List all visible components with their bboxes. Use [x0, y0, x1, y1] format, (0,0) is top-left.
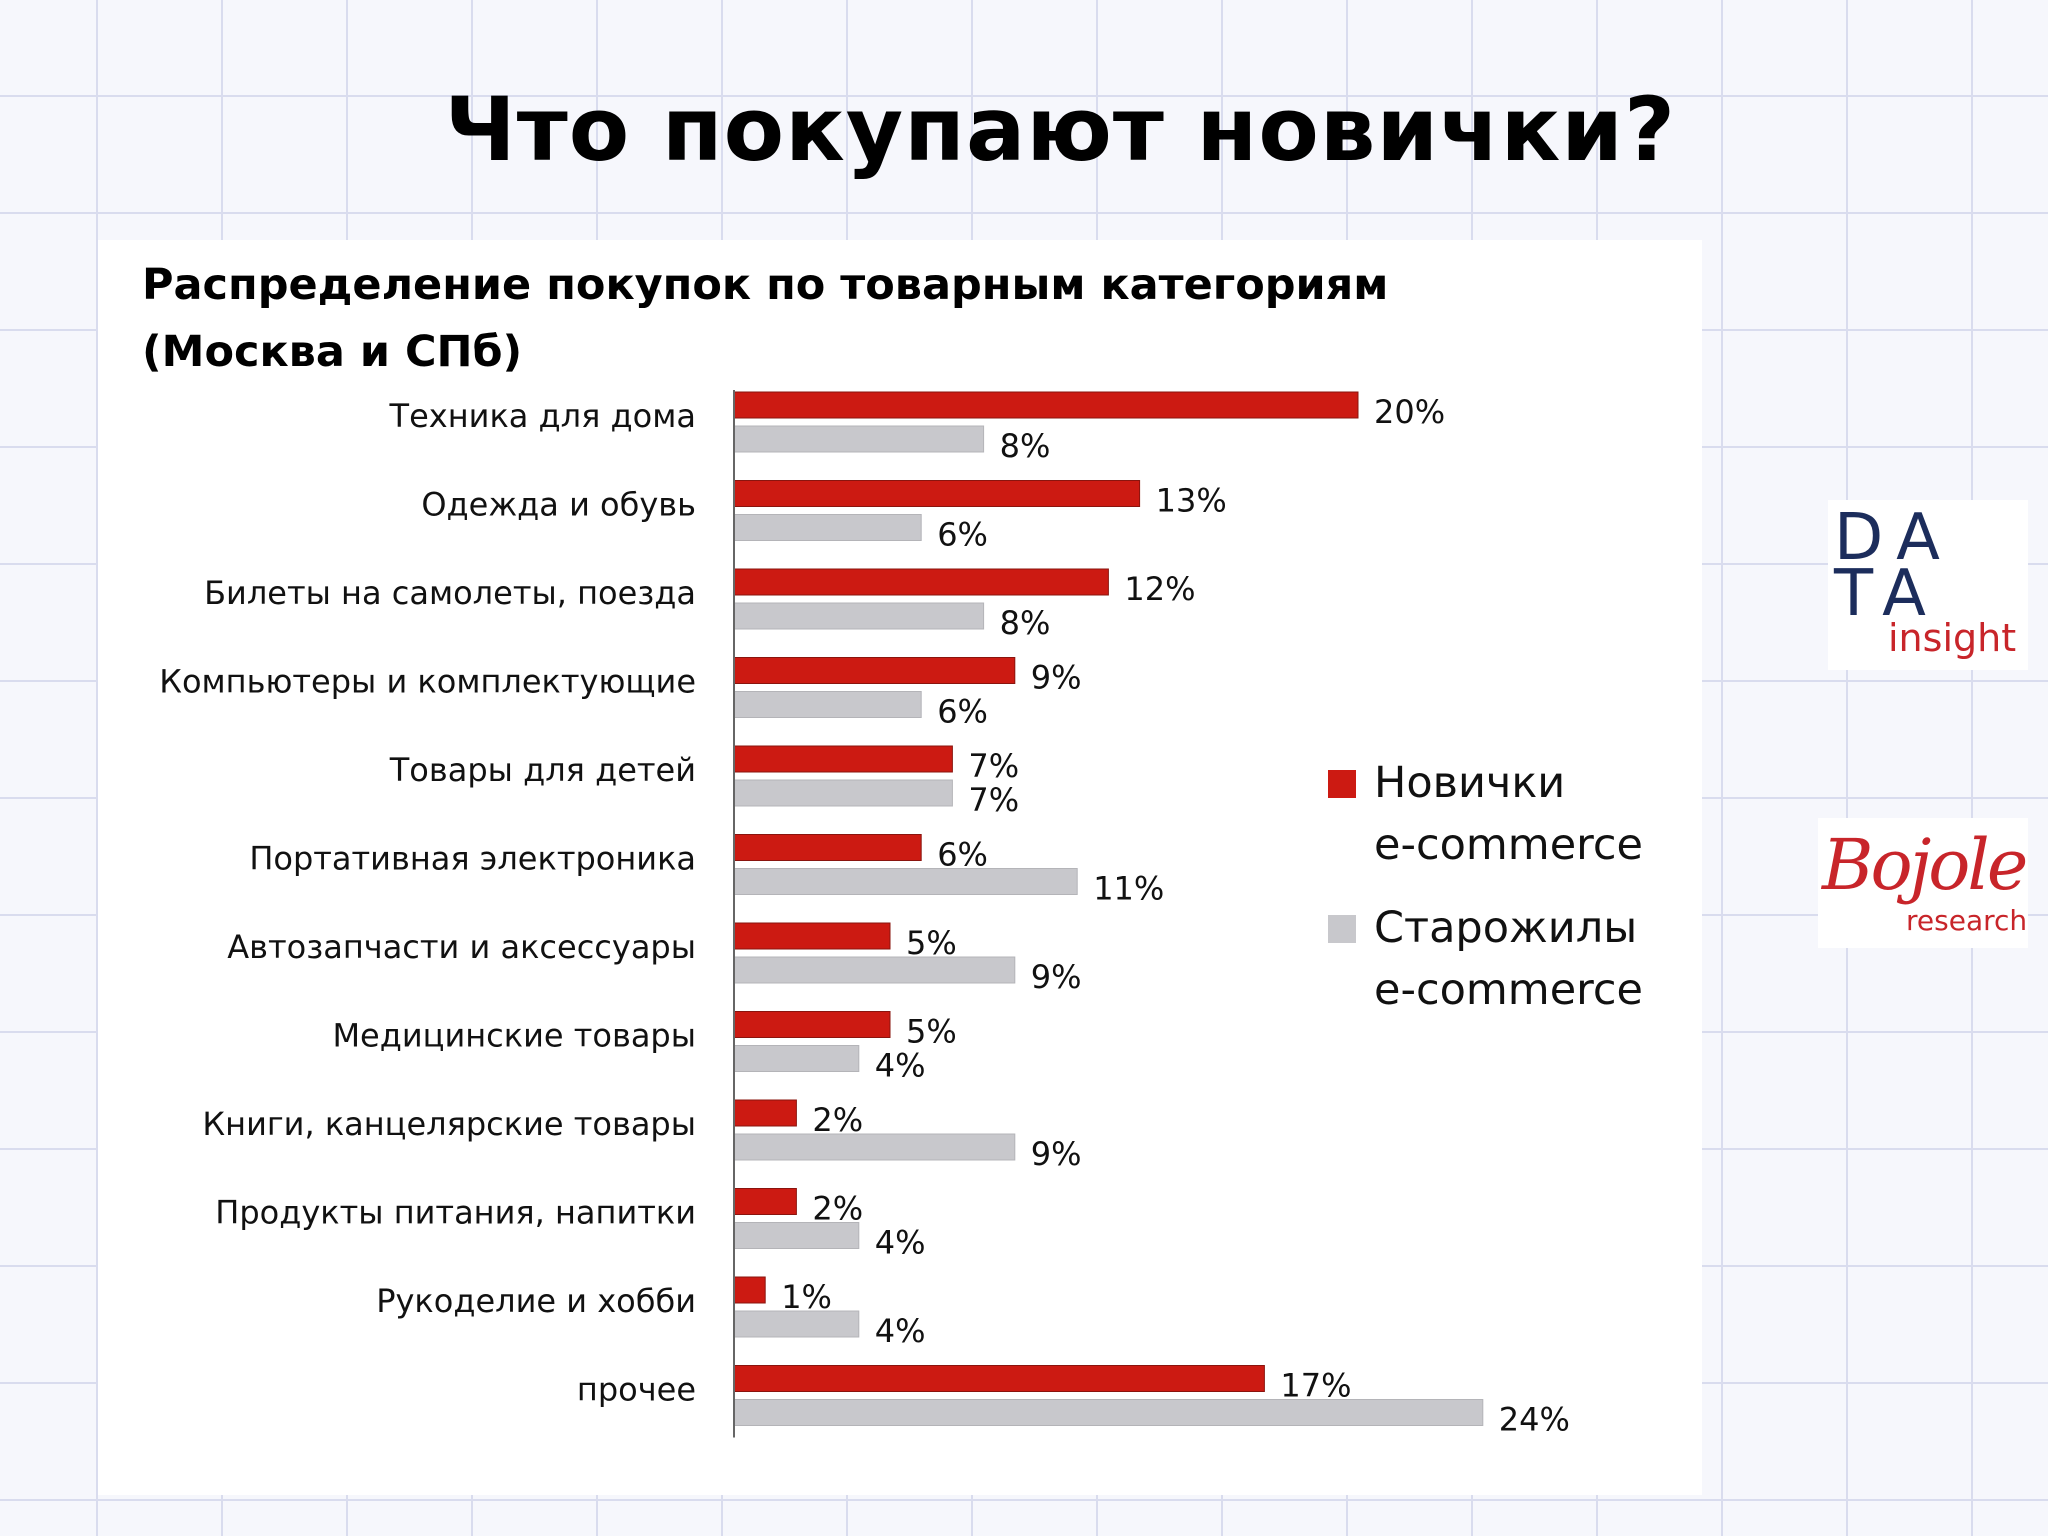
bar-oldtimer [733, 1045, 860, 1072]
slide-title: Что покупают новички? [444, 78, 1676, 181]
category-label: Билеты на самолеты, поезда [204, 574, 696, 612]
bars-layer: Техника для дома 20% 8% Одежда и обувь 13% 6%… [159, 390, 1570, 1439]
bar-oldtimer [733, 425, 985, 453]
value-label-novice: 17% [1280, 1367, 1351, 1405]
category-label: Автозапчасти и аксессуары [227, 928, 696, 966]
category-label: Техника для дома [389, 397, 696, 435]
bojole-research-logo: Bojole research [1818, 818, 2028, 948]
bar-novice [733, 1365, 1265, 1392]
value-label-oldtimer: 9% [1031, 1135, 1082, 1173]
value-label-oldtimer: 4% [875, 1047, 926, 1085]
bar-novice [733, 745, 953, 773]
category-label: Одежда и обувь [421, 486, 696, 524]
bar-oldtimer [733, 1310, 860, 1338]
logo-text-insight: insight [1888, 616, 2017, 660]
bar-oldtimer [733, 868, 1078, 895]
category-label: Товары для детей [389, 751, 696, 789]
bar-oldtimer [733, 956, 1016, 984]
legend-label-line2: e-commerce [1374, 965, 1643, 1015]
logo-text-bojole: Bojole [1822, 824, 2028, 906]
value-label-novice: 20% [1374, 393, 1445, 431]
logo-text-research: research [1906, 904, 2028, 937]
bar-novice [733, 1188, 797, 1215]
chart-title-line: Распределение покупок по товарным катего… [142, 260, 1389, 310]
bar-novice [733, 922, 891, 950]
category-label: Медицинские товары [332, 1017, 696, 1055]
value-label-oldtimer: 6% [937, 693, 988, 731]
value-label-oldtimer: 7% [968, 781, 1019, 819]
legend-label-line2: e-commerce [1374, 820, 1643, 870]
category-label: Продукты питания, напитки [215, 1194, 696, 1232]
data-insight-logo: DA TA insight [1828, 500, 2028, 670]
legend-swatch-oldtimer [1328, 915, 1356, 943]
category-label: Рукоделие и хобби [376, 1282, 696, 1320]
value-label-novice: 6% [937, 836, 988, 874]
value-label-novice: 5% [906, 1013, 957, 1051]
value-label-novice: 2% [812, 1190, 863, 1228]
legend-item-oldtimer: Старожилы e-commerce [1328, 897, 1643, 1021]
bar-oldtimer [733, 691, 922, 718]
value-label-novice: 7% [968, 747, 1019, 785]
bar-oldtimer [733, 779, 953, 807]
bar-oldtimer [733, 602, 985, 630]
value-label-oldtimer: 9% [1031, 958, 1082, 996]
bar-novice [733, 1099, 797, 1127]
category-label: Портативная электроника [249, 840, 696, 878]
chart-subtitle: (Москва и СПб) [142, 327, 523, 377]
bar-oldtimer [733, 1399, 1484, 1426]
legend-label-line1: Новички [1374, 758, 1566, 808]
bar-novice [733, 1011, 891, 1038]
bar-novice [733, 834, 922, 861]
value-label-oldtimer: 4% [875, 1224, 926, 1262]
value-label-novice: 9% [1031, 659, 1082, 697]
value-label-novice: 5% [906, 924, 957, 962]
bar-novice [733, 1276, 766, 1304]
chart-title: Распределение покупок по товарным катего… [142, 252, 1388, 386]
bar-novice [733, 391, 1359, 419]
value-label-novice: 2% [812, 1101, 863, 1139]
value-label-novice: 1% [781, 1278, 832, 1316]
value-label-novice: 13% [1156, 482, 1227, 520]
value-label-oldtimer: 8% [1000, 604, 1051, 642]
bar-oldtimer [733, 1222, 860, 1249]
value-label-oldtimer: 6% [937, 516, 988, 554]
legend-swatch-novice [1328, 770, 1356, 798]
category-label: Книги, канцелярские товары [202, 1105, 696, 1143]
category-label: прочее [577, 1371, 696, 1409]
legend: Новички e-commerce Старожилы e-commerce [1328, 752, 1643, 1042]
bar-oldtimer [733, 1133, 1016, 1161]
value-label-novice: 12% [1124, 570, 1195, 608]
bar-novice [733, 657, 1016, 684]
value-label-oldtimer: 4% [875, 1312, 926, 1350]
logo-text-da: DA [1834, 501, 1954, 575]
legend-item-novice: Новички e-commerce [1328, 752, 1643, 876]
value-label-oldtimer: 8% [1000, 427, 1051, 465]
bar-oldtimer [733, 514, 922, 541]
category-label: Компьютеры и комплектующие [159, 663, 696, 701]
legend-label-line1: Старожилы [1374, 903, 1638, 953]
bar-novice [733, 480, 1141, 507]
value-label-oldtimer: 24% [1499, 1401, 1570, 1439]
value-label-oldtimer: 11% [1093, 870, 1164, 908]
bar-novice [733, 568, 1109, 596]
logo-text-ta: TA [1834, 557, 1940, 631]
